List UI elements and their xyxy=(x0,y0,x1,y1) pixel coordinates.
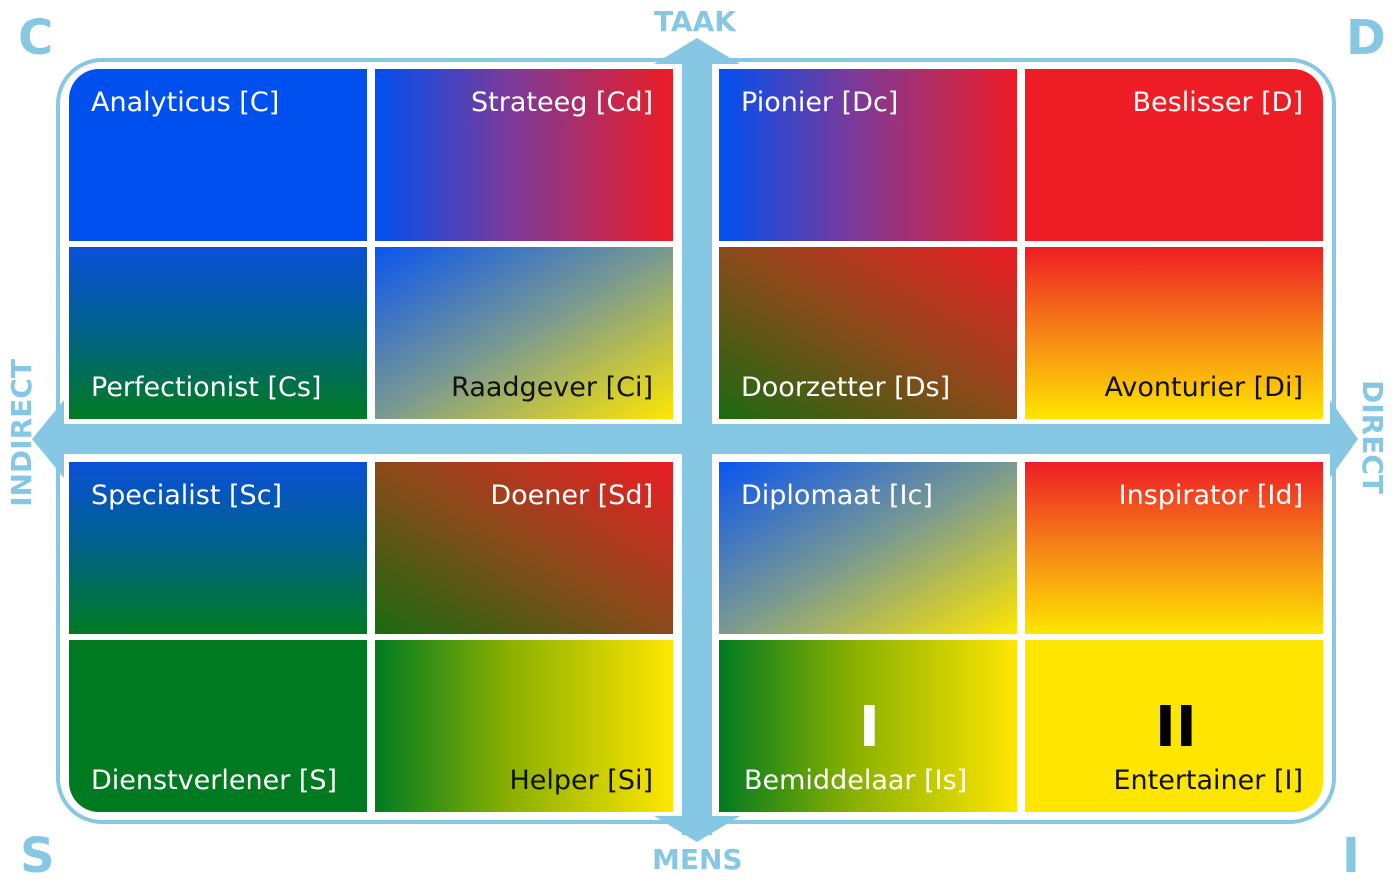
cell-label: Analyticus [C] xyxy=(91,87,280,118)
cell-doorzetter: Doorzetter [Ds] xyxy=(719,247,1017,419)
cell-label: Avonturier [Di] xyxy=(1104,372,1303,403)
axis-label-indirect: INDIRECT xyxy=(5,359,38,507)
axis-label-taak: TAAK xyxy=(654,5,736,38)
corner-i-label: I xyxy=(1342,828,1360,884)
cell-dienstverlener: Dienstverlener [S] xyxy=(69,640,367,812)
corner-c-label: C xyxy=(18,10,54,66)
arrow-right-icon xyxy=(1330,400,1358,478)
cell-label: Diplomaat [Ic] xyxy=(741,480,933,511)
corner-d-label: D xyxy=(1346,10,1386,66)
axis-label-mens: MENS xyxy=(652,843,743,876)
cell-label: Bemiddelaar [Is] xyxy=(744,765,968,796)
cell-strateeg: Strateeg [Cd] xyxy=(375,69,673,241)
cell-label: Helper [Si] xyxy=(509,765,653,796)
arrow-left-icon xyxy=(32,400,64,478)
cell-label: Perfectionist [Cs] xyxy=(91,372,322,403)
cell-helper: Helper [Si] xyxy=(375,640,673,812)
cell-diplomaat: Diplomaat [Ic] xyxy=(719,462,1017,634)
cell-entertainer: II Entertainer [I] xyxy=(1025,640,1323,812)
cell-pionier: Pionier [Dc] xyxy=(719,69,1017,241)
cell-specialist: Specialist [Sc] xyxy=(69,462,367,634)
cell-analyticus: Analyticus [C] xyxy=(69,69,367,241)
cell-perfectionist: Perfectionist [Cs] xyxy=(69,247,367,419)
mark-one: I xyxy=(859,695,880,760)
axis-label-direct: DIRECT xyxy=(1356,380,1389,494)
horizontal-axis xyxy=(50,424,1346,454)
cell-label: Doener [Sd] xyxy=(490,480,653,511)
arrow-up-icon xyxy=(654,38,740,64)
cell-label: Entertainer [I] xyxy=(1113,765,1303,796)
cell-label: Beslisser [D] xyxy=(1132,87,1304,118)
cell-label: Inspirator [Id] xyxy=(1118,480,1303,511)
cell-avonturier: Avonturier [Di] xyxy=(1025,247,1323,419)
cell-label: Specialist [Sc] xyxy=(91,480,283,511)
cell-label: Raadgever [Ci] xyxy=(451,372,653,403)
cell-raadgever: Raadgever [Ci] xyxy=(375,247,673,419)
cell-label: Pionier [Dc] xyxy=(741,87,899,118)
mark-two: II xyxy=(1155,695,1197,760)
cell-label: Strateeg [Cd] xyxy=(471,87,653,118)
corner-s-label: S xyxy=(20,828,55,884)
cell-label: Doorzetter [Ds] xyxy=(741,372,951,403)
arrow-down-icon xyxy=(654,816,740,842)
cell-label: Dienstverlener [S] xyxy=(91,765,338,796)
cell-inspirator: Inspirator [Id] xyxy=(1025,462,1323,634)
cell-bemiddelaar: I Bemiddelaar [Is] xyxy=(719,640,1017,812)
cell-beslisser: Beslisser [D] xyxy=(1025,69,1323,241)
cell-doener: Doener [Sd] xyxy=(375,462,673,634)
